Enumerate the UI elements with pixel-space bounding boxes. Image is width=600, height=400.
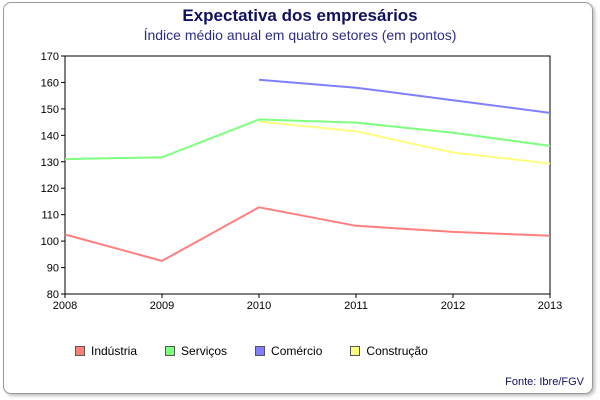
- series-line-comercio: [258, 78, 551, 114]
- legend-label: Indústria: [91, 344, 138, 358]
- legend-item: Construção: [350, 344, 428, 358]
- legend-item: Indústria: [75, 344, 137, 358]
- series-line-construcao: [258, 120, 551, 165]
- y-tick-label: 150: [41, 104, 59, 116]
- y-tick-label: 140: [41, 130, 59, 142]
- y-tick-label: 80: [47, 289, 59, 301]
- y-tick-label: 120: [41, 183, 59, 195]
- legend-label: Serviços: [181, 344, 228, 358]
- legend-swatch: [75, 346, 85, 356]
- y-tick-label: 110: [41, 210, 59, 222]
- source-note: Fonte: Ibre/FGV: [505, 376, 584, 388]
- y-tick-label: 100: [41, 236, 59, 248]
- legend-item: Serviços: [165, 344, 227, 358]
- chart-subtitle: Índice médio anual em quatro setores (em…: [143, 27, 457, 43]
- y-tick-label: 130: [41, 157, 59, 169]
- chart-legend: Indústria Serviços Comércio Construção: [75, 343, 456, 359]
- legend-swatch: [255, 346, 266, 356]
- legend-label: Construção: [366, 344, 428, 358]
- x-tick-label: 2009: [150, 300, 174, 312]
- series-line-servicos: [64, 118, 551, 161]
- plot-area: [64, 55, 551, 295]
- chart-title: Expectativa dos empresários: [182, 6, 418, 25]
- x-tick-label: 2012: [441, 300, 465, 312]
- x-tick-label: 2013: [538, 300, 562, 312]
- legend-swatch: [350, 346, 361, 356]
- y-tick-label: 160: [41, 77, 59, 89]
- x-tick-label: 2010: [247, 300, 271, 312]
- series-line-industria: [64, 206, 551, 262]
- legend-label: Comércio: [271, 344, 323, 358]
- x-tick-label: 2011: [344, 300, 368, 312]
- y-tick-label: 170: [41, 51, 59, 63]
- legend-item: Comércio: [255, 344, 322, 358]
- x-tick-label: 2008: [53, 300, 77, 312]
- y-tick-label: 90: [47, 263, 59, 275]
- legend-swatch: [165, 346, 176, 356]
